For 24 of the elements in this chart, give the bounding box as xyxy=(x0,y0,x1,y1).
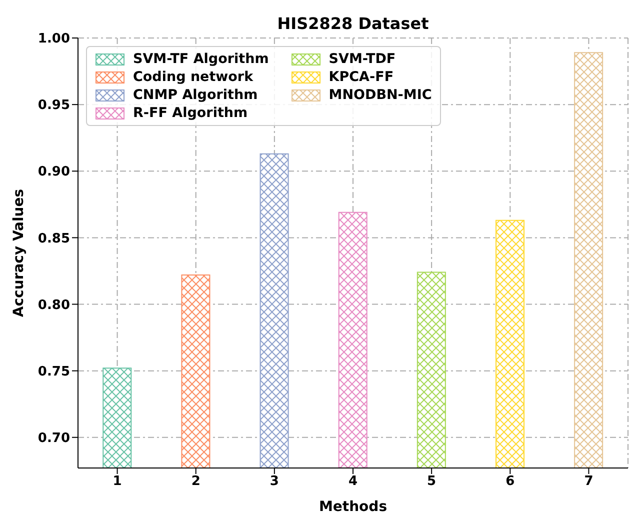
legend-label: CNMP Algorithm xyxy=(133,87,258,103)
x-tick-label: 2 xyxy=(191,474,200,490)
x-tick-label: 7 xyxy=(584,474,594,490)
x-tick-label: 6 xyxy=(506,474,515,490)
y-tick-label: 0.80 xyxy=(38,298,70,313)
legend-label: MNODBN-MIC xyxy=(328,87,432,103)
x-tick-label: 3 xyxy=(270,474,279,490)
chart-title: HIS2828 Dataset xyxy=(276,14,430,33)
legend-label: SVM-TDF xyxy=(328,51,396,67)
x-tick-label: 1 xyxy=(112,474,122,490)
y-tick-label: 0.85 xyxy=(38,231,70,246)
y-tick-label: 0.95 xyxy=(38,98,70,114)
y-tick-label: 0.75 xyxy=(38,364,70,380)
x-axis-title: Methods xyxy=(318,499,388,513)
x-tick-label: 4 xyxy=(348,474,358,490)
legend-label: KPCA-FF xyxy=(328,69,394,85)
y-axis-title: Accuracy Values xyxy=(10,188,27,318)
legend-label: R-FF Algorithm xyxy=(133,105,248,121)
legend-label: SVM-TF Algorithm xyxy=(133,51,269,67)
x-tick-label: 5 xyxy=(427,474,436,490)
y-tick-label: 0.90 xyxy=(38,164,70,180)
y-tick-label: 1.00 xyxy=(38,32,70,47)
legend-label: Coding network xyxy=(133,69,254,85)
y-tick-label: 0.70 xyxy=(38,430,70,446)
